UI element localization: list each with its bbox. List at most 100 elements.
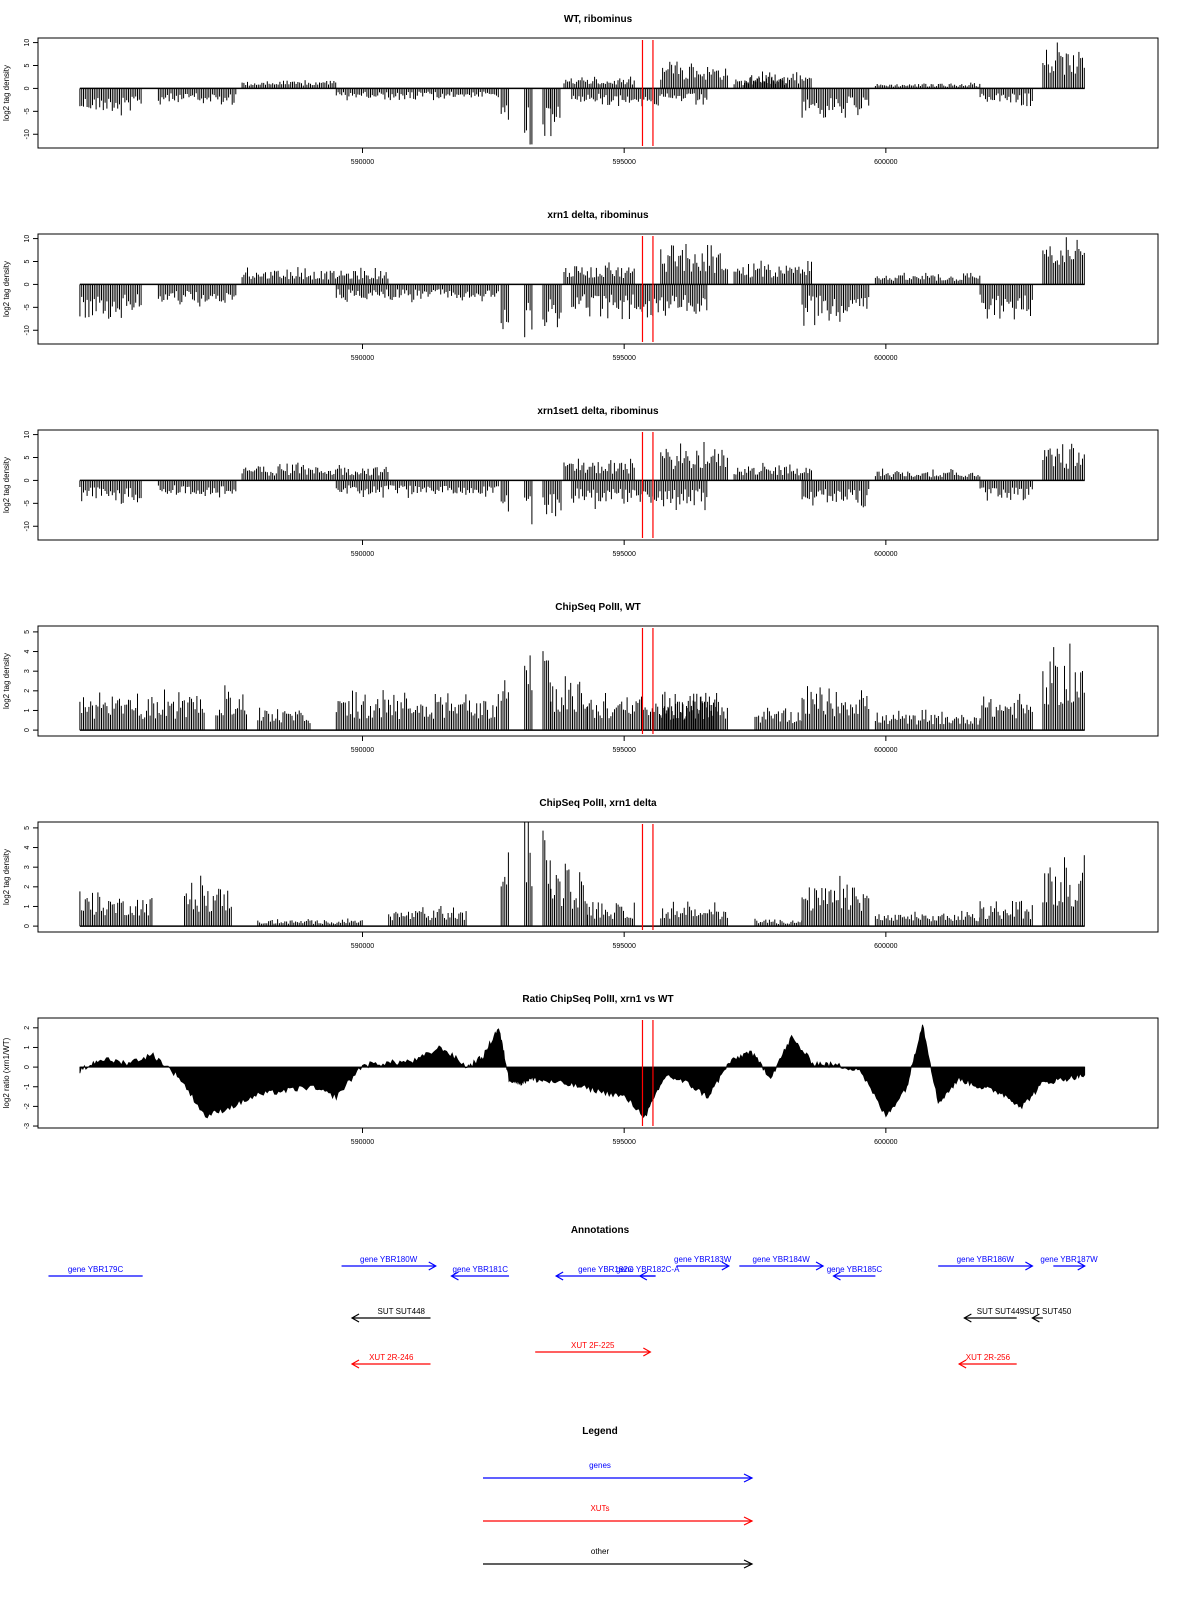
data-segment-6 bbox=[524, 822, 533, 927]
data-segment-11 bbox=[660, 61, 728, 89]
plot-frame bbox=[37, 37, 1159, 149]
annotations-panel: Annotations gene YBR179C gene YBR180W gene … bbox=[48, 1225, 1098, 1369]
arrowhead-icon bbox=[643, 1347, 652, 1357]
data-segment-2 bbox=[215, 685, 247, 731]
data-segment-3 bbox=[257, 707, 311, 731]
data-segment-8 bbox=[550, 676, 588, 731]
data-segment-5 bbox=[500, 88, 509, 120]
arrowhead-icon bbox=[1025, 1261, 1034, 1271]
data-segment-9 bbox=[587, 902, 635, 927]
y-tick-label: 0 bbox=[24, 86, 31, 90]
data-segment-7 bbox=[542, 88, 551, 136]
legend-title: Legend bbox=[582, 1426, 618, 1437]
gene-annotation: gene YBR183W bbox=[674, 1255, 732, 1271]
y-axis-label: log2 tag density bbox=[2, 653, 11, 709]
data-segment-3 bbox=[241, 80, 337, 89]
y-tick-label: 10 bbox=[24, 39, 31, 47]
ratio-area bbox=[79, 1024, 1086, 1119]
x-tick-label: 595000 bbox=[612, 159, 635, 166]
data-segment-9 bbox=[571, 480, 708, 511]
data-segment-11 bbox=[754, 707, 803, 731]
y-tick-label: -10 bbox=[24, 325, 31, 335]
gene-label: gene YBR187W bbox=[1040, 1255, 1098, 1264]
chart-panel-5: ChipSeq PolII, xrn1 delta log2 tag densit… bbox=[2, 798, 1159, 950]
data-segment-6 bbox=[524, 284, 533, 338]
data-segment-7 bbox=[542, 651, 551, 731]
xut-label: XUT 2F-225 bbox=[571, 1341, 615, 1350]
data-segment-2 bbox=[157, 480, 237, 498]
data-segment-3 bbox=[241, 462, 389, 481]
data-segment-4 bbox=[335, 690, 499, 731]
gene-label: gene YBR186W bbox=[957, 1255, 1015, 1264]
data-segment-7 bbox=[542, 480, 562, 517]
data-segment-3 bbox=[257, 918, 363, 927]
data-segment-8 bbox=[550, 88, 561, 137]
gene-label: gene YBR182C bbox=[578, 1265, 634, 1274]
gene-annotation: gene YBR179C bbox=[48, 1265, 143, 1277]
data-segment-2 bbox=[184, 875, 232, 927]
legend-item-xuts: XUTs bbox=[483, 1504, 754, 1526]
arrowhead-icon bbox=[743, 1559, 754, 1569]
gene-annotation: gene YBR182C-A bbox=[616, 1265, 680, 1281]
y-tick-label: 1 bbox=[24, 708, 31, 712]
data-segment-8 bbox=[563, 262, 635, 285]
sut-annotation: SUT SUT448 bbox=[350, 1307, 431, 1323]
y-tick-label: 5 bbox=[24, 63, 31, 67]
y-axis-label: log2 tag density bbox=[2, 457, 11, 513]
y-tick-label: 1 bbox=[24, 1045, 31, 1049]
data-segment-1 bbox=[79, 891, 153, 927]
y-tick-label: 10 bbox=[24, 235, 31, 243]
data-segment-7 bbox=[542, 284, 562, 328]
gene-label: gene YBR181C bbox=[453, 1265, 509, 1274]
plot-frame bbox=[37, 429, 1159, 541]
y-tick-label: 3 bbox=[24, 669, 31, 673]
data-segment-11 bbox=[733, 260, 812, 285]
data-segment-5 bbox=[500, 480, 509, 512]
chart-title: xrn1 delta, ribominus bbox=[547, 210, 649, 221]
data-segment-6 bbox=[524, 480, 533, 525]
data-segment-15 bbox=[1042, 855, 1085, 927]
x-tick-label: 595000 bbox=[612, 1139, 635, 1146]
arrowhead-icon bbox=[743, 1516, 754, 1526]
plot-frame bbox=[37, 821, 1159, 933]
x-tick-label: 595000 bbox=[612, 747, 635, 754]
x-tick-label: 600000 bbox=[874, 943, 897, 950]
data-segment-14 bbox=[801, 88, 870, 118]
x-tick-label: 595000 bbox=[612, 551, 635, 558]
sut-annotation: SUT SUT449 bbox=[963, 1307, 1025, 1323]
y-tick-label: 1 bbox=[24, 904, 31, 908]
y-tick-label: 0 bbox=[24, 728, 31, 732]
y-tick-label: 5 bbox=[24, 455, 31, 459]
arrowhead-icon bbox=[832, 1271, 841, 1281]
data-segment-12 bbox=[801, 686, 870, 731]
data-segment-10 bbox=[660, 244, 728, 285]
data-segment-13 bbox=[874, 272, 981, 285]
plot-frame bbox=[37, 233, 1159, 345]
data-segment-2 bbox=[157, 284, 237, 307]
data-segment-4 bbox=[335, 480, 499, 498]
y-tick-label: 0 bbox=[24, 924, 31, 928]
xut-label: XUT 2R-246 bbox=[369, 1353, 414, 1362]
gene-label: gene YBR179C bbox=[68, 1265, 124, 1274]
data-segment-8 bbox=[563, 458, 635, 481]
data-segment-6 bbox=[524, 655, 533, 731]
x-tick-label: 600000 bbox=[874, 551, 897, 558]
chart-panel-4: ChipSeq PolII, WT log2 tag density 0 1 2 3 4 5 5… bbox=[2, 602, 1159, 754]
y-tick-label: -1 bbox=[24, 1084, 31, 1090]
y-tick-label: -10 bbox=[24, 521, 31, 531]
y-tick-label: 2 bbox=[24, 689, 31, 693]
data-segment-9 bbox=[587, 691, 718, 731]
arrowhead-icon bbox=[428, 1261, 437, 1271]
x-tick-label: 590000 bbox=[351, 747, 374, 754]
sut-annotation: SUT SUT450 bbox=[1024, 1307, 1072, 1323]
arrowhead-icon bbox=[721, 1261, 731, 1271]
data-segment-15 bbox=[1042, 443, 1085, 481]
x-tick-label: 590000 bbox=[351, 355, 374, 362]
legend-label: XUTs bbox=[590, 1504, 609, 1513]
legend-item-genes: genes bbox=[483, 1461, 754, 1483]
data-segment-5 bbox=[500, 852, 509, 927]
data-segment-10 bbox=[660, 901, 728, 927]
y-axis-label: log2 tag density bbox=[2, 261, 11, 317]
